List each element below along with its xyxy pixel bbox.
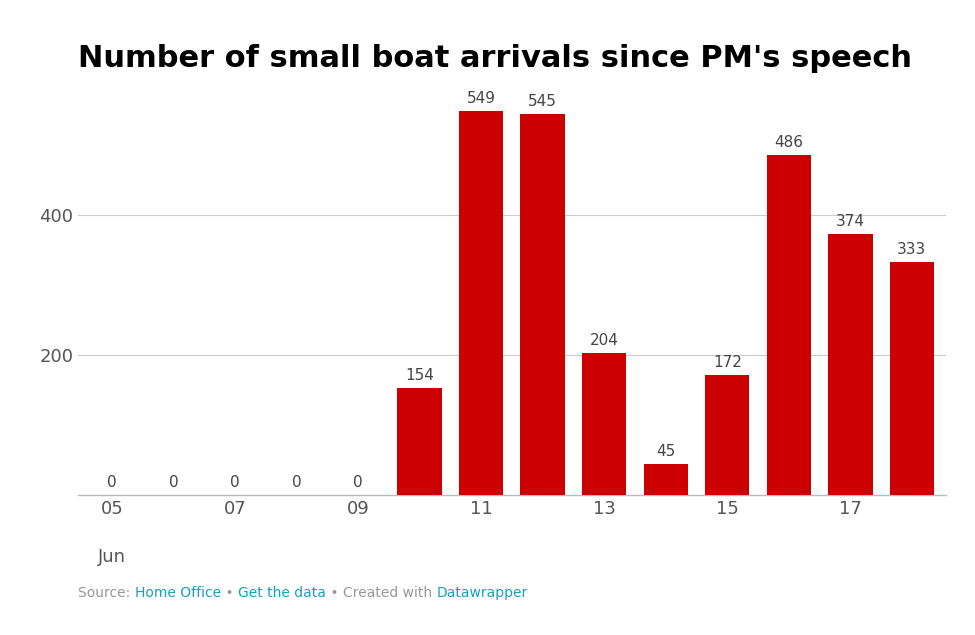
Text: Number of small boat arrivals since PM's speech: Number of small boat arrivals since PM's… [78, 44, 912, 74]
Bar [398, 387, 442, 495]
Text: • Created with: • Created with [326, 586, 436, 600]
Text: 0: 0 [292, 476, 301, 490]
Text: 0: 0 [353, 476, 363, 490]
Text: 204: 204 [590, 333, 618, 348]
Text: Datawrapper: Datawrapper [436, 586, 527, 600]
Text: Get the data: Get the data [238, 586, 326, 600]
Bar [521, 114, 565, 495]
Text: Home Office: Home Office [135, 586, 220, 600]
Text: 374: 374 [836, 214, 865, 229]
Text: 0: 0 [230, 476, 240, 490]
Bar [890, 262, 934, 495]
Text: Jun: Jun [98, 548, 126, 566]
Text: 154: 154 [406, 368, 434, 383]
Text: 0: 0 [107, 476, 117, 490]
Text: Source:: Source: [78, 586, 135, 600]
Text: 545: 545 [528, 94, 557, 109]
Bar [766, 156, 811, 495]
Bar [705, 375, 750, 495]
Bar [459, 111, 503, 495]
Text: 486: 486 [774, 135, 803, 150]
Text: 172: 172 [713, 355, 742, 370]
Text: 333: 333 [897, 243, 926, 257]
Text: 45: 45 [656, 444, 676, 459]
Text: 0: 0 [169, 476, 178, 490]
Bar [582, 352, 626, 495]
Text: 549: 549 [467, 91, 495, 106]
Bar [828, 234, 873, 495]
Bar [644, 464, 688, 495]
Text: •: • [220, 586, 238, 600]
